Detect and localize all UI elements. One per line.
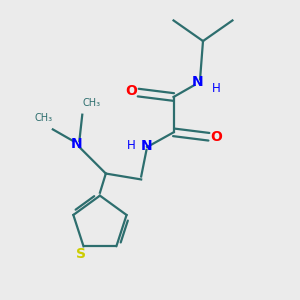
Text: N: N (191, 75, 203, 89)
Text: CH₃: CH₃ (82, 98, 100, 108)
Text: S: S (76, 247, 85, 261)
Text: CH₃: CH₃ (35, 112, 53, 123)
Text: N: N (141, 139, 152, 153)
Text: O: O (125, 84, 137, 98)
Text: H: H (212, 82, 220, 95)
Text: H: H (127, 139, 135, 152)
Text: O: O (210, 130, 222, 144)
Text: N: N (70, 137, 82, 151)
